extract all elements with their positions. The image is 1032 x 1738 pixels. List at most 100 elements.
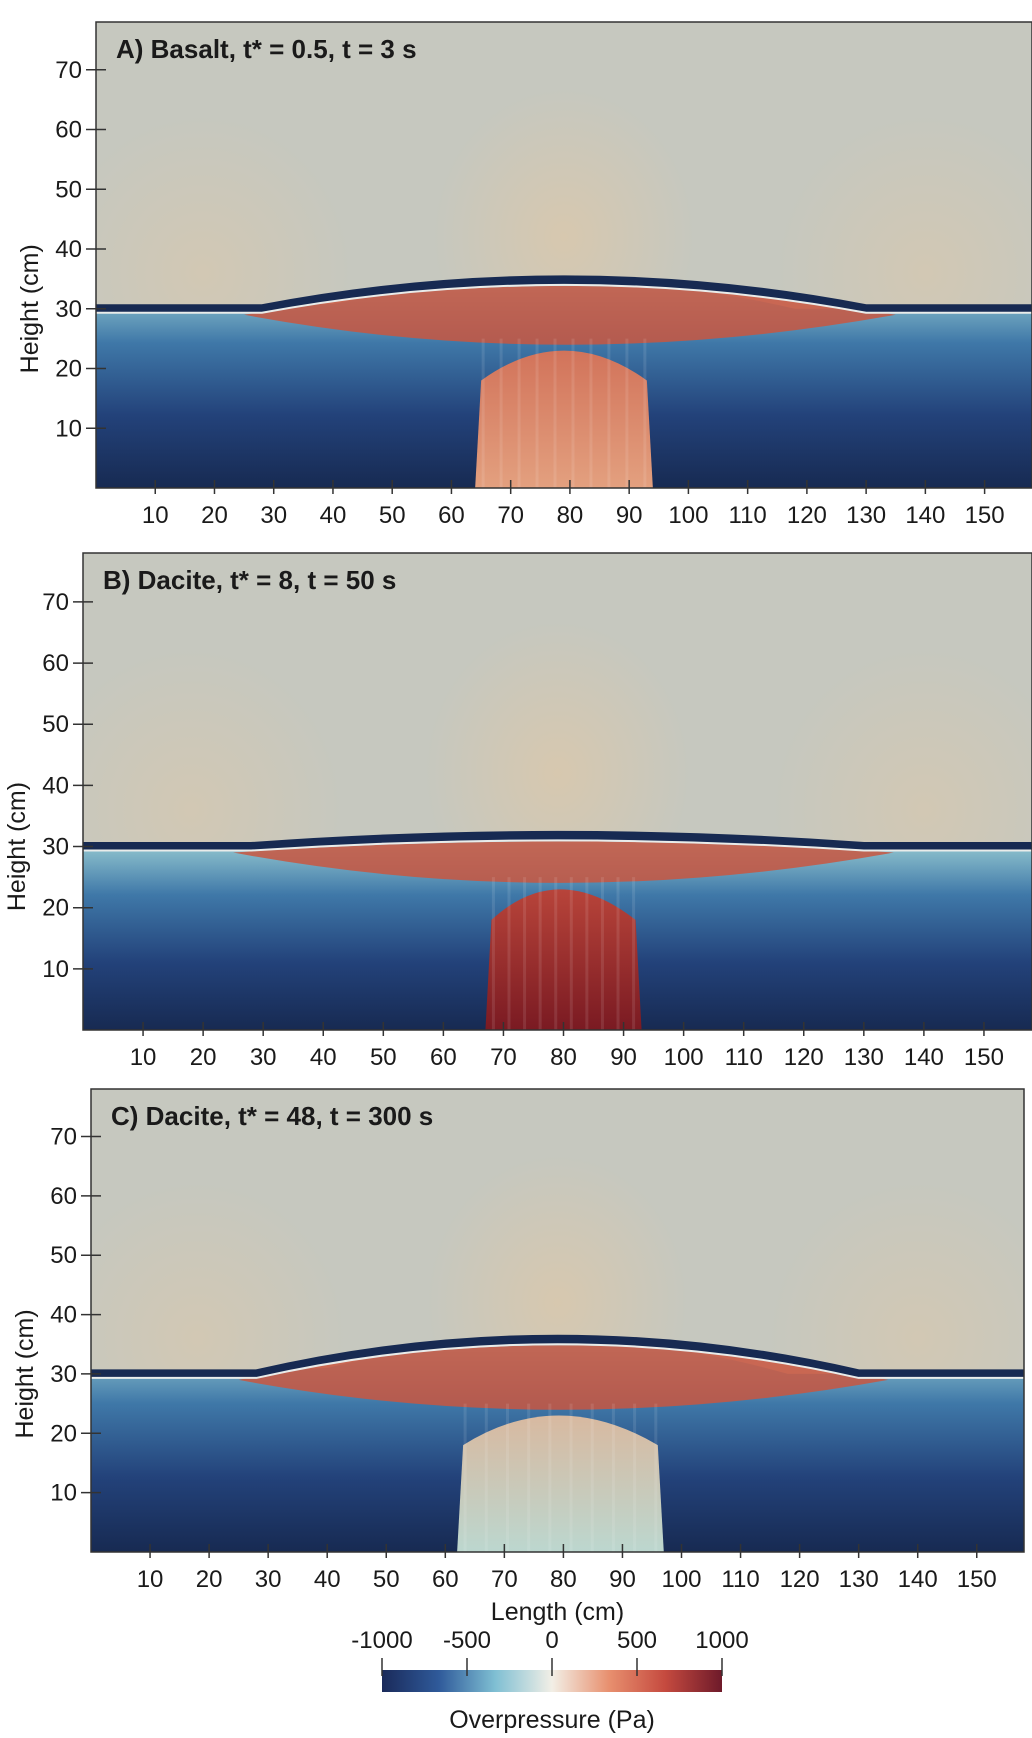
x-axis-title: Length (cm)	[491, 1598, 624, 1626]
y-tick-label: 40	[55, 236, 82, 263]
y-tick-label: 20	[55, 356, 82, 383]
x-tick-label: 90	[610, 1044, 637, 1071]
x-tick-label: 150	[965, 502, 1005, 529]
y-tick-label: 30	[50, 1361, 77, 1388]
panel-title: C) Dacite, t* = 48, t = 300 s	[111, 1101, 433, 1131]
x-tick-label: 20	[190, 1044, 217, 1071]
x-tick-label: 30	[255, 1566, 282, 1593]
y-tick-label: 40	[50, 1302, 77, 1329]
x-tick-label: 60	[432, 1566, 459, 1593]
panel-b: 10 20 30 40 50 60 70 80 90 100 110 120 130 140 150 10 20…	[3, 552, 1032, 1071]
y-tick-label: 30	[42, 834, 69, 861]
y-tick-label: 10	[50, 1480, 77, 1507]
x-tick-label: 10	[142, 502, 169, 529]
y-tick-label: 60	[55, 117, 82, 144]
y-tick-label: 60	[42, 650, 69, 677]
y-axis-title: Height (cm)	[16, 244, 44, 373]
colorbar-tick-label: 0	[545, 1627, 558, 1654]
x-tick-label: 140	[905, 502, 945, 529]
colorbar: -1000 -500 0 500 1000 Overpressure (Pa)	[351, 1627, 748, 1734]
y-tick-label: 70	[50, 1123, 77, 1150]
interface-line	[91, 1343, 1024, 1379]
plot-frame	[90, 1088, 1025, 1553]
x-tick-label: 70	[490, 1044, 517, 1071]
x-tick-label: 50	[373, 1566, 400, 1593]
x-tick-label: 110	[729, 502, 767, 529]
y-tick-label: 50	[50, 1242, 77, 1269]
plume-column	[485, 889, 642, 1030]
x-tick-label: 40	[314, 1566, 341, 1593]
x-tick-label: 100	[661, 1566, 701, 1593]
overpressure-field	[96, 22, 1032, 488]
x-tick-label: 40	[310, 1044, 337, 1071]
x-tick-label: 110	[725, 1044, 763, 1071]
x-tick-label: 20	[196, 1566, 223, 1593]
x-tick-label: 110	[721, 1566, 759, 1593]
x-tick-label: 80	[557, 502, 584, 529]
plot-frame	[82, 552, 1032, 1031]
x-tick-label: 130	[844, 1044, 884, 1071]
y-tick-label: 20	[50, 1420, 77, 1447]
interface-dome	[238, 1345, 889, 1410]
interface-line	[96, 283, 1032, 314]
x-tick-label: 70	[497, 502, 524, 529]
x-tick-label: 120	[784, 1044, 824, 1071]
panel-title: A) Basalt, t* = 0.5, t = 3 s	[116, 34, 417, 64]
x-tick-label: 30	[260, 502, 287, 529]
x-tick-label: 80	[550, 1044, 577, 1071]
x-tick-label: 10	[137, 1566, 164, 1593]
x-tick-label: 100	[664, 1044, 704, 1071]
y-tick-label: 60	[50, 1183, 77, 1210]
x-tick-label: 140	[904, 1044, 944, 1071]
x-tick-label: 50	[379, 502, 406, 529]
y-tick-label: 20	[42, 895, 69, 922]
colorbar-tick-label: 500	[617, 1627, 657, 1654]
x-tick-label: 120	[780, 1566, 820, 1593]
y-tick-label: 50	[42, 711, 69, 738]
x-tick-label: 100	[668, 502, 708, 529]
y-tick-label: 40	[42, 772, 69, 799]
y-tick-label: 10	[42, 956, 69, 983]
x-tick-label: 50	[370, 1044, 397, 1071]
interface-band	[83, 830, 1032, 852]
x-tick-label: 130	[846, 502, 886, 529]
x-tick-label: 90	[609, 1566, 636, 1593]
panel-c: 10 20 30 40 50 60 70 80 90 100 110 120 130 140 150 10 20…	[11, 1088, 1025, 1626]
x-tick-label: 30	[250, 1044, 277, 1071]
x-tick-label: 10	[130, 1044, 157, 1071]
interface-band	[96, 275, 1032, 314]
x-tick-label: 120	[787, 502, 827, 529]
colorbar-tick-label: -1000	[351, 1627, 412, 1654]
x-tick-label: 60	[438, 502, 465, 529]
interface-line	[83, 839, 1032, 852]
panels: 10 20 30 40 50 60 70 80 90 100 110 120 130 140 150 10 20…	[3, 21, 1032, 1626]
y-tick-label: 50	[55, 176, 82, 203]
colorbar-tick-label: 1000	[695, 1627, 748, 1654]
plume-column	[475, 350, 653, 488]
interface-band	[91, 1334, 1024, 1379]
y-tick-label: 30	[55, 296, 82, 323]
x-tick-label: 90	[616, 502, 643, 529]
x-tick-label: 150	[957, 1566, 997, 1593]
x-tick-label: 140	[898, 1566, 938, 1593]
y-axis-title: Height (cm)	[3, 782, 31, 911]
x-tick-label: 20	[201, 502, 228, 529]
panel-a: 10 20 30 40 50 60 70 80 90 100 110 120 130 140 150 10 20…	[16, 21, 1032, 529]
x-tick-label: 130	[839, 1566, 879, 1593]
y-tick-label: 70	[42, 589, 69, 616]
x-tick-label: 150	[964, 1044, 1004, 1071]
plot-frame	[95, 21, 1032, 489]
overpressure-field	[83, 553, 1032, 1030]
y-axis-title: Height (cm)	[11, 1309, 39, 1438]
colorbar-tick-label: -500	[443, 1627, 491, 1654]
y-tick-label: 70	[55, 57, 82, 84]
colorbar-title: Overpressure (Pa)	[449, 1706, 655, 1734]
interface-dome	[244, 285, 896, 345]
plume-column	[457, 1415, 664, 1552]
x-tick-label: 40	[320, 502, 347, 529]
panel-title: B) Dacite, t* = 8, t = 50 s	[103, 565, 396, 595]
x-tick-label: 70	[491, 1566, 518, 1593]
overpressure-field	[91, 1089, 1024, 1552]
y-tick-label: 10	[55, 415, 82, 442]
